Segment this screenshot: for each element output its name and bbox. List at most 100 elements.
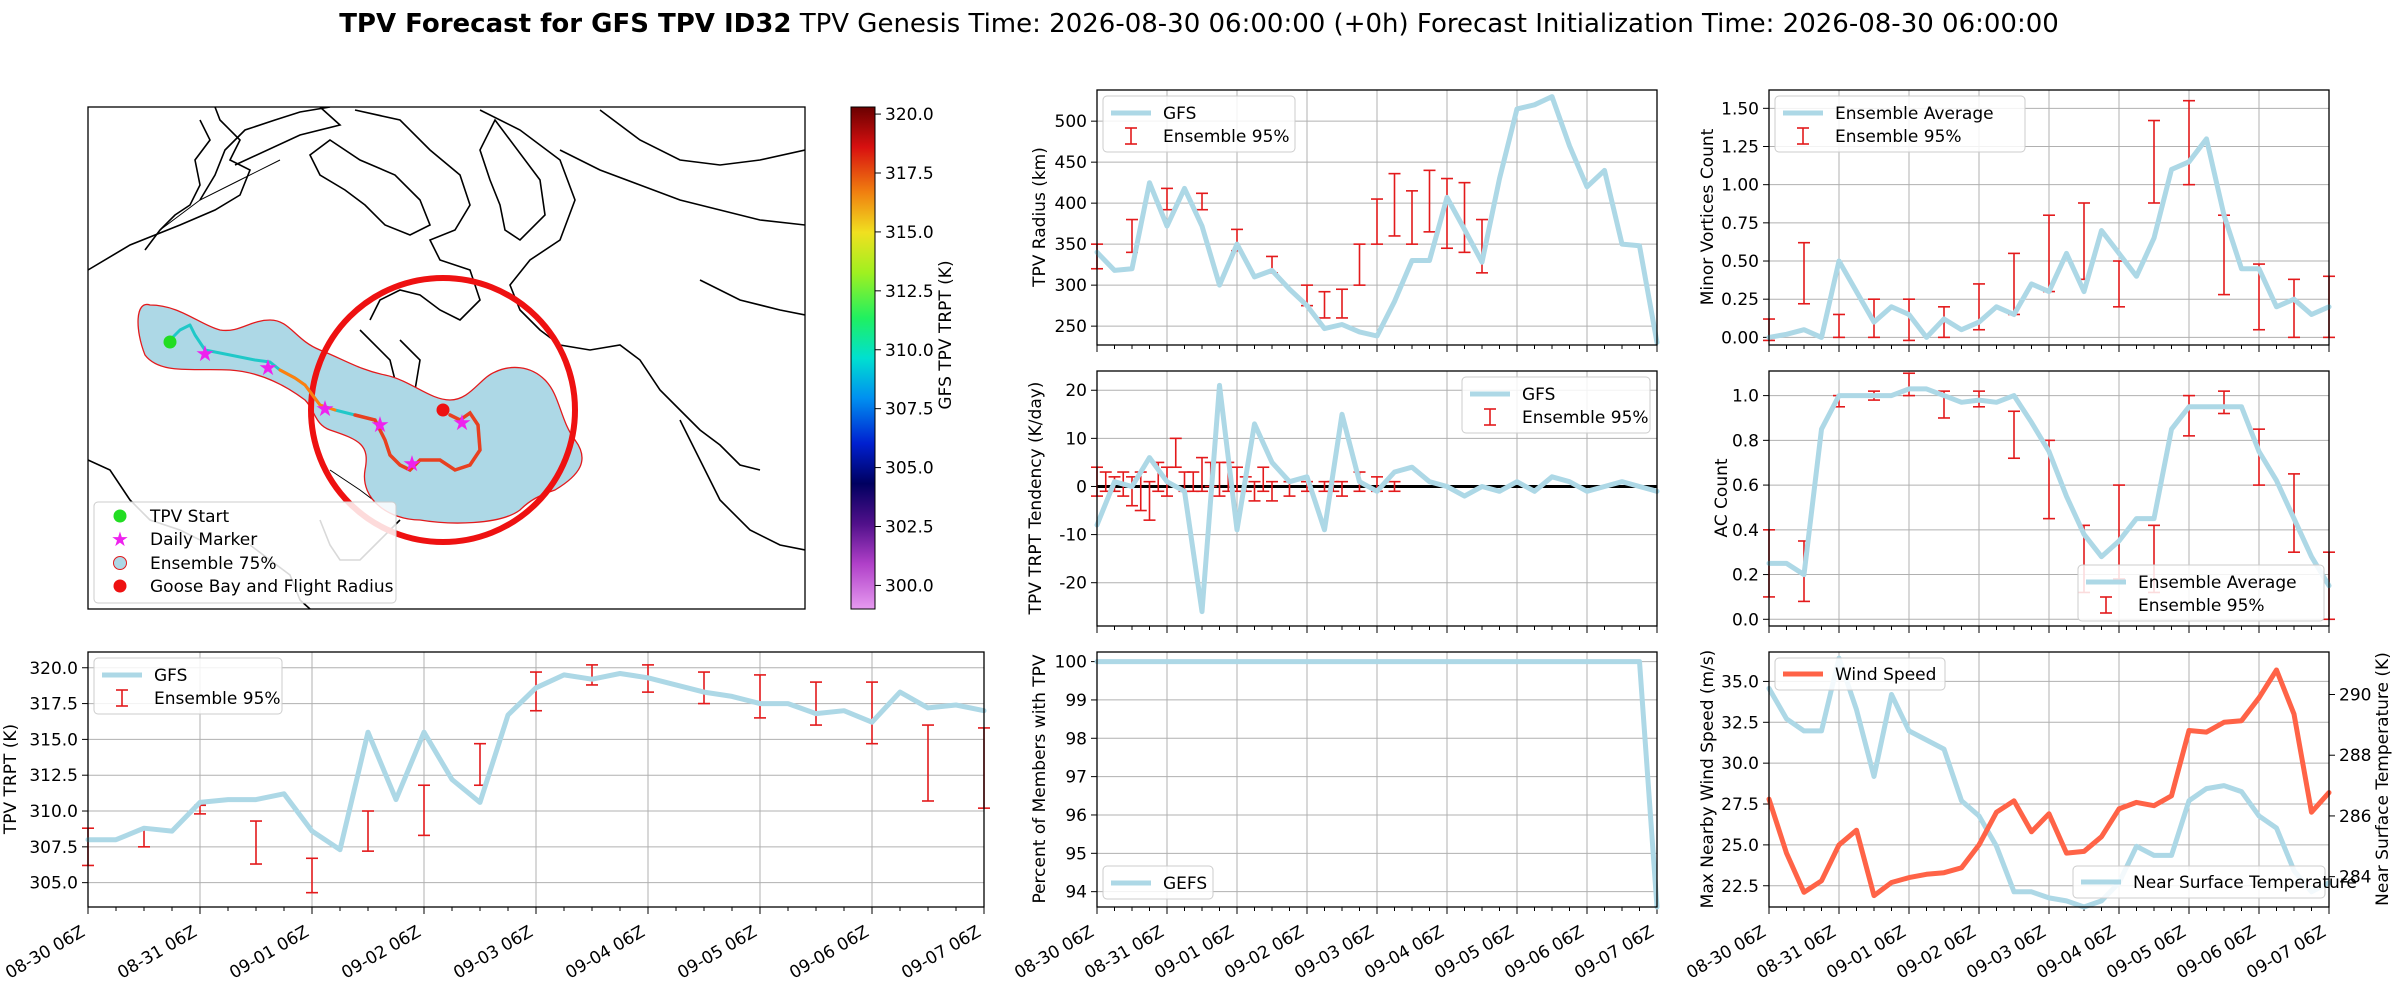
y-tick-label: 450 — [1055, 153, 1087, 173]
map-legend-box — [93, 501, 397, 604]
daily-markers: ★ ★ ★ ★ ★ ★ — [195, 342, 472, 477]
legend-label: Ensemble 95% — [1522, 408, 1649, 428]
y-tick-label: 310.0 — [29, 802, 78, 822]
legend-box — [2077, 564, 2325, 622]
colorbar-ticks: 320.0 317.5 315.0 312.5 310.0 307.5 305.0 302.5… — [875, 105, 934, 596]
legend-box — [1461, 376, 1651, 434]
legend-label: GFS — [154, 666, 187, 686]
legend-box — [1102, 865, 1214, 900]
init-time: Forecast Initialization Time: 2026-08-30… — [1417, 9, 2059, 39]
daily-marker: ★ — [195, 342, 215, 367]
y-axis-label: AC Count — [1712, 458, 1732, 537]
legend-daily-marker: Daily Marker — [150, 530, 257, 550]
y-tick-label: 307.5 — [29, 838, 78, 858]
temperature-line — [1766, 655, 2332, 910]
y-tick-label: 94 — [1065, 883, 1087, 903]
x-tick-label: 09-03 06Z — [450, 922, 536, 982]
x-tick-label: 09-04 06Z — [562, 922, 648, 982]
y-tick-label: 0.4 — [1732, 521, 1759, 541]
legend-label: Ensemble 95% — [2138, 596, 2265, 616]
y-tick-label: 250 — [1055, 317, 1087, 337]
daily-marker: ★ — [402, 452, 422, 477]
gfs-line — [85, 671, 987, 853]
y-tick-label: 30.0 — [1721, 754, 1759, 774]
gfs-line — [1094, 382, 1660, 615]
colorbar-tick-label: 310.0 — [885, 341, 934, 361]
daily-marker: ★ — [370, 413, 390, 438]
trpt-chart: 305.0 307.5 310.0 312.5 315.0 317.5 320.0 08-30… — [1, 651, 990, 982]
y-tick-label: 320.0 — [29, 659, 78, 679]
y-tick-label: 0.00 — [1721, 328, 1759, 348]
y-tick-label: 0.8 — [1732, 431, 1759, 451]
y-tick-label: 98 — [1065, 729, 1087, 749]
legend-goose-bay-icon — [113, 579, 127, 593]
legend-box — [93, 657, 283, 715]
y-tick-label: 95 — [1065, 844, 1087, 864]
legend-label: GFS — [1522, 385, 1555, 405]
right-y-tick-label: 288 — [2339, 746, 2371, 766]
tendency-chart: 20 10 0 -10 -20 GFS Ensemble 95% TPV TRPT Tende… — [1026, 370, 1660, 633]
y-tick-label: 1.25 — [1721, 137, 1759, 157]
y-tick-label: 100 — [1055, 653, 1087, 673]
tpv-track-warm — [278, 368, 337, 412]
legend-label: Ensemble Average — [2138, 573, 2297, 593]
x-tick-label: 08-31 06Z — [114, 922, 200, 982]
legend-tpv-start: TPV Start — [149, 507, 230, 527]
y-tick-label: 10 — [1065, 429, 1087, 449]
x-tick-label: 09-06 06Z — [786, 922, 872, 982]
daily-marker: ★ — [452, 411, 472, 436]
figure-title-main: TPV Forecast for GFS TPV ID32 — [339, 9, 791, 39]
y-tick-label: 0.25 — [1721, 290, 1759, 310]
y-axis-label: Near Surface Temperature (K) — [2373, 652, 2393, 906]
legend-box — [1774, 95, 2026, 153]
y-tick-label: 0 — [1076, 477, 1087, 497]
genesis-time: TPV Genesis Time: 2026-08-30 06:00:00 (+… — [799, 9, 1409, 39]
x-tick-label: 09-05 06Z — [674, 922, 760, 982]
x-tick-label: 09-07 06Z — [2243, 922, 2329, 982]
legend-box — [1102, 95, 1296, 153]
axes-frame — [87, 651, 985, 908]
y-tick-label: 300 — [1055, 276, 1087, 296]
daily-marker: ★ — [315, 397, 335, 422]
gefs-line — [1094, 659, 1660, 910]
y-tick-label: 400 — [1055, 194, 1087, 214]
right-y-tick-label: 284 — [2339, 868, 2371, 888]
ensemble-average-line — [1766, 386, 2332, 589]
y-tick-label: 96 — [1065, 806, 1087, 826]
goose-bay-marker — [436, 403, 450, 417]
legend-label: Near Surface Temperature — [2133, 873, 2357, 893]
tpv-track-hot — [353, 410, 482, 473]
y-tick-label: 350 — [1055, 235, 1087, 255]
y-tick-label: 99 — [1065, 691, 1087, 711]
map-legend: TPV Start ★ Daily Marker Ensemble 75% Go… — [93, 501, 397, 604]
colorbar-label: GFS TPV TRPT (K) — [936, 260, 956, 409]
legend-label: GEFS — [1163, 874, 1207, 894]
y-tick-label: 20 — [1065, 381, 1087, 401]
legend-label: Ensemble 95% — [1835, 127, 1962, 147]
y-tick-label: 312.5 — [29, 766, 78, 786]
colorbar-tick-label: 312.5 — [885, 282, 934, 302]
y-axis-label: Percent of Members with TPV — [1030, 654, 1050, 903]
legend-label: Ensemble 95% — [1163, 127, 1290, 147]
colorbar-gradient — [850, 106, 876, 610]
y-tick-label: 0.0 — [1732, 610, 1759, 630]
y-tick-label: 0.75 — [1721, 214, 1759, 234]
y-tick-label: 317.5 — [29, 695, 78, 715]
y-axis-label: Max Nearby Wind Speed (m/s) — [1698, 650, 1718, 909]
y-tick-label: 305.0 — [29, 874, 78, 894]
colorbar-tick-label: 300.0 — [885, 576, 934, 596]
legend-ensemble-75: Ensemble 75% — [150, 554, 277, 574]
x-tick-label: 09-07 06Z — [898, 922, 984, 982]
colorbar-tick-label: 315.0 — [885, 223, 934, 243]
axes-frame — [1768, 651, 2330, 908]
legend-label: Wind Speed — [1835, 665, 1936, 685]
y-axis-label: TPV TRPT Tendency (K/day) — [1026, 382, 1046, 616]
axes-frame — [1096, 651, 1658, 908]
colorbar-tick-label: 302.5 — [885, 518, 934, 538]
y-tick-label: 27.5 — [1721, 795, 1759, 815]
axes-frame — [1096, 89, 1658, 346]
minor-vortices-chart: 0.00 0.25 0.50 0.75 1.00 1.25 1.50 Ensemble Ave… — [1698, 89, 2335, 352]
y-tick-label: 0.50 — [1721, 252, 1759, 272]
y-tick-label: 315.0 — [29, 730, 78, 750]
